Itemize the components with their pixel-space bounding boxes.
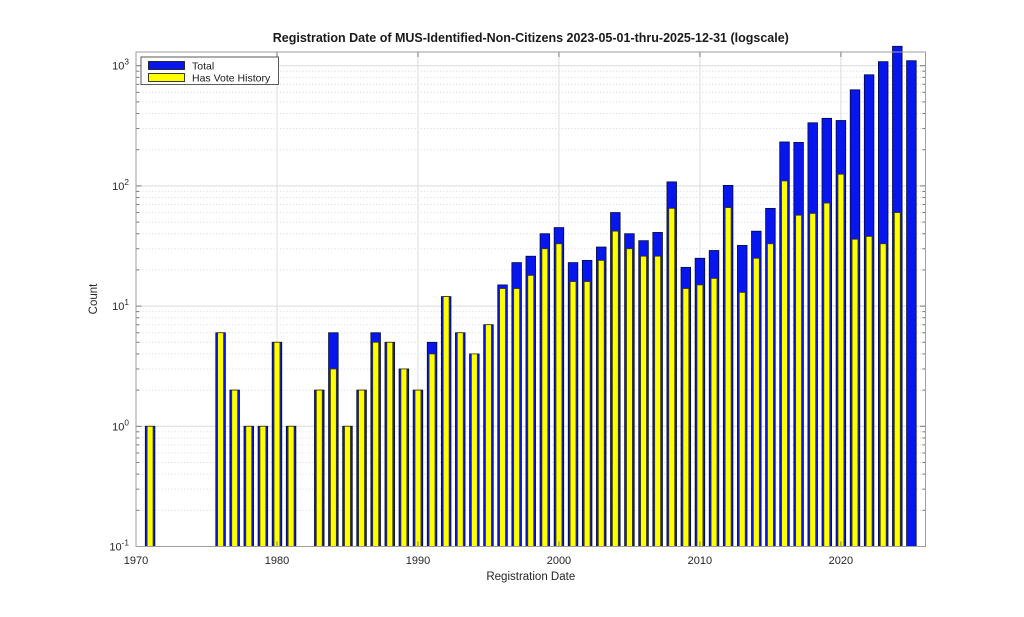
bar-votehistory-2021 bbox=[851, 238, 859, 547]
x-tick-labels: 1970 1980 1990 2000 2010 2020 bbox=[124, 555, 853, 567]
bar-votehistory-1989 bbox=[400, 368, 408, 547]
bar-votehistory-1993 bbox=[456, 332, 464, 547]
bar-votehistory-1986 bbox=[358, 389, 365, 547]
y-axis-label: Count bbox=[88, 283, 100, 314]
bar-votehistory-2004 bbox=[611, 230, 619, 547]
x-tick-label-2020: 2020 bbox=[829, 555, 853, 567]
bar-votehistory-1992 bbox=[442, 296, 450, 547]
bar-votehistory-1987 bbox=[372, 341, 380, 547]
bar-votehistory-2006 bbox=[640, 255, 647, 547]
x-tick-label-2000: 2000 bbox=[547, 555, 571, 567]
plot-box-border bbox=[135, 51, 926, 547]
bar-votehistory-2005 bbox=[626, 248, 633, 547]
x-tick-label-1970: 1970 bbox=[124, 555, 148, 567]
bar-votehistory-2020 bbox=[837, 173, 845, 547]
bar-votehistory-2001 bbox=[569, 281, 577, 547]
bar-votehistory-1980 bbox=[273, 341, 281, 547]
bar-votehistory-2024 bbox=[893, 212, 901, 547]
bar-votehistory-1981 bbox=[287, 425, 295, 547]
bar-votehistory-2000 bbox=[555, 243, 563, 547]
bar-votehistory-2015 bbox=[767, 243, 774, 547]
bar-votehistory-2019 bbox=[823, 202, 831, 547]
bar-votehistory-2010 bbox=[696, 284, 704, 547]
x-tick-label-2010: 2010 bbox=[688, 555, 712, 567]
legend-label-has-vote-history: Has Vote History bbox=[192, 73, 271, 85]
bar-votehistory-1984 bbox=[330, 368, 337, 547]
bar-votehistory-1983 bbox=[315, 389, 323, 547]
bar-votehistory-1971 bbox=[146, 425, 154, 547]
y-tick-label-10e3: 103 bbox=[112, 58, 129, 73]
plot-area: 1970 1980 1990 2000 2010 2020 10-1 100 101 102 103 bbox=[109, 45, 926, 567]
bar-votehistory-1991 bbox=[428, 353, 436, 547]
bar-votehistory-1978 bbox=[245, 425, 253, 547]
x-tick-label-1980: 1980 bbox=[265, 555, 289, 567]
bar-votehistory-2018 bbox=[809, 213, 817, 547]
legend: Total Has Vote History bbox=[140, 56, 279, 85]
bar-votehistory-2016 bbox=[781, 180, 788, 547]
bar-votehistory-2012 bbox=[724, 207, 732, 547]
bar-votehistory-1996 bbox=[499, 288, 506, 547]
legend-swatch-total bbox=[148, 61, 185, 70]
bar-votehistory-1976 bbox=[217, 332, 224, 547]
y-tick-label-10e1: 101 bbox=[112, 298, 129, 313]
bar-votehistory-2002 bbox=[583, 281, 591, 547]
bar-votehistory-1998 bbox=[527, 275, 535, 547]
bar-votehistory-2017 bbox=[795, 214, 802, 547]
bar-votehistory-1985 bbox=[344, 425, 351, 547]
bar-votehistory-1990 bbox=[414, 389, 422, 547]
bar-votehistory-2009 bbox=[682, 288, 690, 547]
bar-votehistory-2023 bbox=[879, 243, 887, 547]
bar-votehistory-2013 bbox=[738, 292, 746, 547]
x-tick-label-1990: 1990 bbox=[406, 555, 430, 567]
legend-label-total: Total bbox=[192, 61, 214, 73]
bar-votehistory-2003 bbox=[597, 259, 605, 547]
y-tick-labels: 10-1 100 101 102 103 bbox=[109, 58, 129, 554]
legend-swatch-has-vote-history bbox=[148, 73, 185, 82]
bar-votehistory-2011 bbox=[710, 277, 718, 547]
bar-votehistory-1994 bbox=[470, 353, 478, 547]
bar-votehistory-1999 bbox=[541, 248, 549, 547]
bar-votehistory-1988 bbox=[386, 341, 394, 547]
bar-votehistory-2007 bbox=[654, 255, 661, 547]
bars bbox=[144, 45, 917, 547]
bar-votehistory-1997 bbox=[513, 288, 521, 547]
bar-votehistory-1995 bbox=[485, 324, 492, 547]
y-tick-label-10e-1: 10-1 bbox=[109, 539, 129, 554]
bar-total-2025 bbox=[906, 60, 917, 547]
bar-votehistory-1979 bbox=[259, 425, 267, 547]
y-tick-label-10e0: 100 bbox=[112, 418, 129, 433]
x-axis-label: Registration Date bbox=[486, 571, 575, 583]
chart-title: Registration Date of MUS-Identified-Non-… bbox=[273, 31, 789, 45]
bar-votehistory-2008 bbox=[668, 207, 676, 547]
bar-votehistory-2014 bbox=[752, 257, 760, 547]
bar-votehistory-1977 bbox=[231, 389, 239, 547]
y-tick-label-10e2: 102 bbox=[112, 178, 129, 193]
bar-votehistory-2022 bbox=[865, 236, 873, 547]
